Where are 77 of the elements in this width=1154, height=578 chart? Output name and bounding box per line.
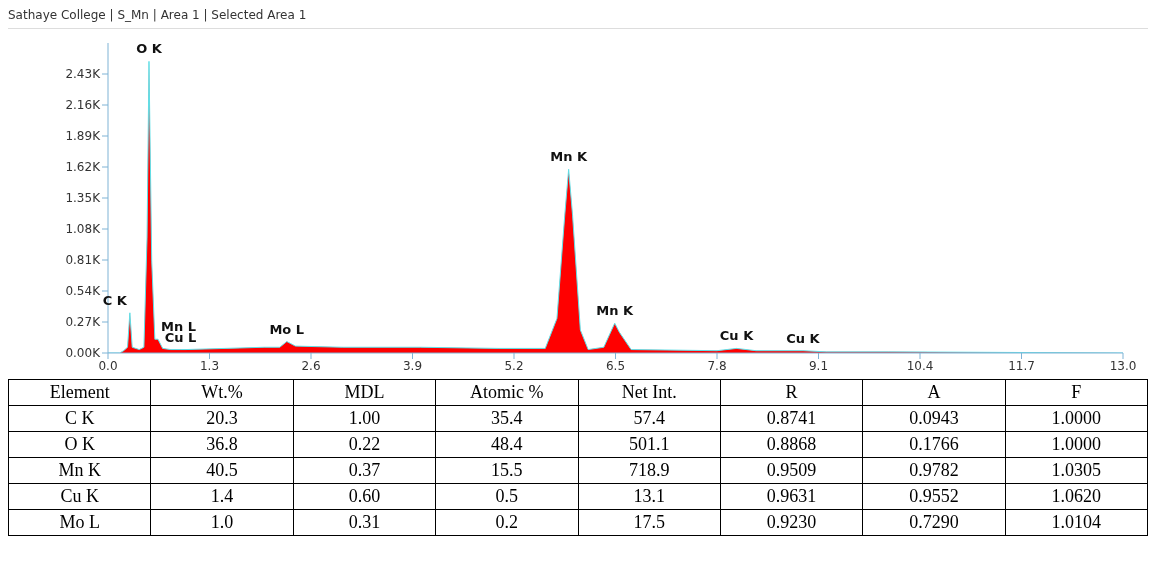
data-label: 1.00: [293, 405, 436, 432]
data-label: 0.31: [293, 509, 436, 536]
data-label: 718.9: [578, 457, 721, 484]
x-tick-label: 13.0: [1109, 358, 1137, 373]
data-label: 13.1: [578, 483, 721, 510]
data-label: 20.3: [150, 405, 294, 432]
y-tick-label: 1.62K: [65, 160, 102, 175]
data-label: 0.8741: [720, 405, 863, 432]
data-label: 1.0: [150, 509, 294, 536]
chart-title: Sathaye College | S_Mn | Area 1 | Selected Area 1: [8, 8, 1148, 29]
y-axis-title: Element: [8, 379, 151, 406]
data-label: 0.60: [293, 483, 436, 510]
y-tick-label: 0.81K: [65, 253, 102, 268]
x-tick-label: 2.6: [301, 358, 321, 373]
data-label: 0.9631: [720, 483, 863, 510]
data-label: 1.0104: [1005, 509, 1148, 536]
annotation: Cu K: [786, 330, 821, 346]
annotation: Mo L: [269, 321, 305, 337]
y-tick-label: Mn K: [8, 457, 151, 484]
x-tick-label: A: [862, 379, 1006, 406]
y-tick-label: O K: [8, 431, 151, 458]
y-tick-label: Mo L: [8, 509, 151, 536]
data-label: 0.37: [293, 457, 436, 484]
y-tick-label: 0.00K: [65, 346, 102, 361]
y-tick-label: 0.54K: [65, 284, 102, 299]
annotation: C K: [102, 292, 128, 308]
y-tick-label: 1.89K: [65, 129, 102, 144]
x-tick-label: 10.4: [906, 358, 934, 373]
x-tick-label: 0.0: [98, 358, 118, 373]
x-tick-label: 9.1: [808, 358, 829, 373]
data-label: 0.8868: [720, 431, 863, 458]
data-label: 0.9230: [720, 509, 863, 536]
x-tick-label: MDL: [293, 379, 436, 406]
y-tick-label: 2.43K: [65, 67, 102, 82]
x-tick-label: 1.3: [199, 358, 220, 373]
data-label: 57.4: [578, 405, 721, 432]
data-label: 0.22: [293, 431, 436, 458]
data-label: 0.7290: [862, 509, 1006, 536]
x-tick-label: Net Int.: [578, 379, 721, 406]
annotation: O K: [136, 41, 163, 57]
data-label: 1.0305: [1005, 457, 1148, 484]
y-tick-label: 1.35K: [65, 191, 102, 206]
annotation: Cu K: [719, 328, 755, 344]
data-label: 0.9782: [862, 457, 1006, 484]
y-tick-label: 2.16K: [65, 98, 102, 113]
x-tick-label: F: [1005, 379, 1148, 406]
x-tick-label: 11.7: [1008, 358, 1035, 373]
data-label: 17.5: [578, 509, 721, 536]
data-label: 15.5: [435, 457, 578, 484]
data-label: 35.4: [435, 405, 578, 432]
annotation: Mn K: [596, 303, 635, 319]
data-label: 0.5: [435, 483, 578, 510]
y-tick-label: 0.27K: [65, 315, 102, 330]
data-label: 48.4: [435, 431, 578, 458]
annotation: Mn K: [550, 149, 588, 165]
data-label: 40.5: [150, 457, 294, 484]
data-label: 0.1766: [862, 431, 1006, 458]
data-label: 0.9552: [862, 483, 1006, 510]
data-label: 1.0000: [1005, 431, 1148, 458]
data-label: 0.2: [435, 509, 578, 536]
x-tick-label: 5.2: [504, 358, 524, 373]
data-label: 1.4: [150, 483, 294, 510]
x-tick-label: R: [720, 379, 863, 406]
data-label: 1.0620: [1005, 483, 1148, 510]
y-tick-label: Cu K: [8, 483, 151, 510]
data-label: 501.1: [578, 431, 721, 458]
x-tick-label: 7.8: [707, 358, 727, 373]
data-label: 0.9509: [720, 457, 863, 484]
y-tick-label: 1.08K: [65, 222, 102, 237]
data-label: 1.0000: [1005, 405, 1148, 432]
x-tick-label: 3.9: [402, 358, 423, 373]
x-tick-label: 6.5: [605, 358, 626, 373]
y-tick-label: C K: [8, 405, 151, 432]
data-label: 0.0943: [862, 405, 1006, 432]
data-label: 36.8: [150, 431, 294, 458]
x-tick-label: Atomic %: [435, 379, 578, 406]
x-tick-label: Wt.%: [150, 379, 294, 406]
